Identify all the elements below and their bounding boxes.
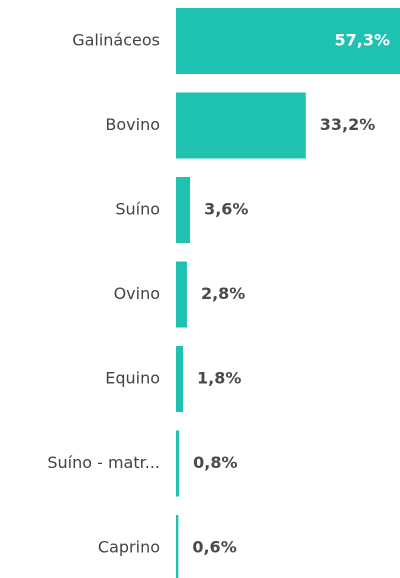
value-label: 33,2% — [320, 115, 376, 134]
bar — [176, 92, 306, 159]
bar — [176, 261, 187, 328]
bar — [176, 430, 180, 497]
category-label: Suíno — [115, 200, 160, 219]
category-label: Bovino — [105, 115, 160, 134]
category-label: Caprino — [98, 538, 160, 557]
category-label: Suíno - matr... — [47, 453, 160, 472]
bar — [176, 515, 179, 578]
category-label: Equino — [105, 369, 160, 388]
bar — [176, 177, 191, 243]
value-label: 2,8% — [201, 284, 245, 303]
bar — [176, 346, 184, 412]
value-label: 57,3% — [334, 31, 390, 50]
value-label: 0,6% — [192, 538, 236, 557]
value-label: 0,8% — [193, 453, 237, 472]
bar — [176, 8, 400, 74]
category-label: Ovino — [114, 284, 160, 303]
category-label: Galináceos — [72, 31, 160, 50]
value-label: 1,8% — [197, 369, 241, 388]
value-label: 3,6% — [204, 200, 248, 219]
